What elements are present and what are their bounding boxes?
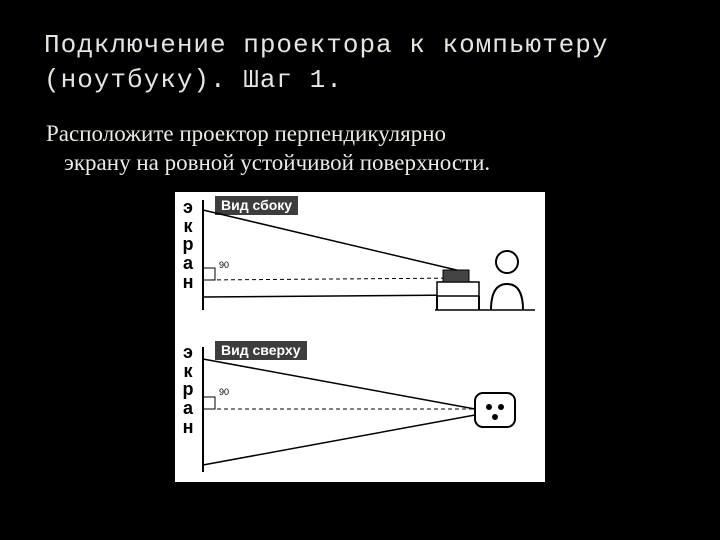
slide-title-line1: Подключение проектора к компьютеру xyxy=(44,30,609,60)
angle-label-top: 90 xyxy=(219,387,229,397)
diagram: э к р а н Вид сбоку 90 xyxy=(175,192,545,482)
slide-title-line2: (ноутбуку). Шаг 1. xyxy=(44,65,343,95)
panel-top-view: э к р а н Вид сверху 90 xyxy=(175,337,545,482)
side-view-svg: 90 xyxy=(175,192,545,337)
slide-title: Подключение проектора к компьютеру (ноут… xyxy=(44,28,676,98)
top-view-svg: 90 xyxy=(175,337,545,482)
slide-body-line2: экрану на ровной устойчивой поверхности. xyxy=(46,149,490,178)
diagram-container: э к р а н Вид сбоку 90 xyxy=(44,192,676,482)
panel-side-view: э к р а н Вид сбоку 90 xyxy=(175,192,545,337)
angle-label-side: 90 xyxy=(219,260,229,270)
slide-body-line1: Расположите проектор перпендикулярно xyxy=(46,121,446,146)
slide-body: Расположите проектор перпендикулярно экр… xyxy=(44,120,676,178)
